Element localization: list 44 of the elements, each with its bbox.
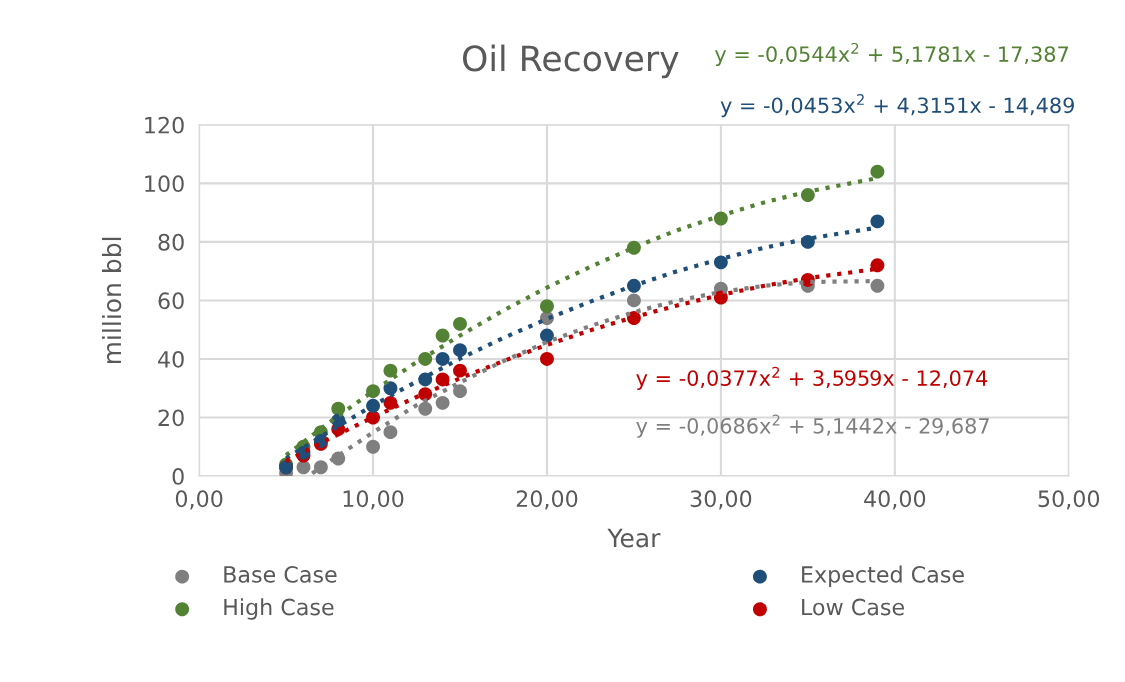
y-tick-label: 80 [158, 233, 184, 251]
y-tick-label: 20 [158, 409, 184, 427]
point [540, 299, 554, 314]
point [453, 384, 467, 399]
annotation: y = -0,0686x$^{2}$ + 5,1442x - 29,687 [636, 414, 989, 438]
x-tick-label: 40,00 [864, 490, 926, 510]
legend-label: Base Case [224, 565, 337, 583]
point [453, 316, 467, 331]
legend-label: Expected Case [802, 565, 964, 588]
x-tick-label: 10,00 [343, 490, 404, 510]
point [418, 401, 433, 416]
y-tick-label: 120 [145, 116, 184, 134]
point [540, 352, 554, 366]
point [435, 395, 450, 410]
text: y = -0,0453x$^{2}$ + 4,3151x - 14,489 [720, 94, 1074, 118]
legend-label: High Case [224, 598, 334, 620]
point [870, 258, 885, 273]
point [435, 352, 450, 366]
point [453, 343, 467, 358]
point [870, 214, 885, 229]
x-axis-title: Year [607, 528, 661, 548]
y-axis-title: million bbl [101, 237, 122, 364]
y-tick-label: 0 [172, 467, 184, 485]
point [383, 425, 398, 440]
y-tick-label: 40 [158, 350, 184, 368]
x-tick-label: 30,00 [690, 490, 752, 510]
point [383, 363, 398, 378]
point [435, 328, 450, 343]
point [366, 439, 380, 454]
point [870, 278, 885, 293]
point [453, 363, 467, 378]
x-tick-label: 20,00 [516, 490, 578, 510]
point [870, 164, 885, 179]
x-tick-label: 50,00 [1038, 490, 1100, 510]
x-tick-label: 0,00 [175, 490, 223, 510]
legend-label: Low Case [802, 598, 904, 616]
point [296, 460, 311, 475]
text: y = -0,0544x$^{2}$ + 5,1781x - 17,387 [715, 42, 1068, 67]
chart-title: Oil Recovery [462, 44, 679, 79]
point [626, 293, 641, 308]
y-tick-label: 100 [145, 175, 184, 193]
annotation: y = -0,0377x$^{2}$ + 3,5959x - 12,074 [636, 366, 988, 390]
y-tick-label: 60 [158, 292, 184, 310]
point [540, 328, 554, 343]
